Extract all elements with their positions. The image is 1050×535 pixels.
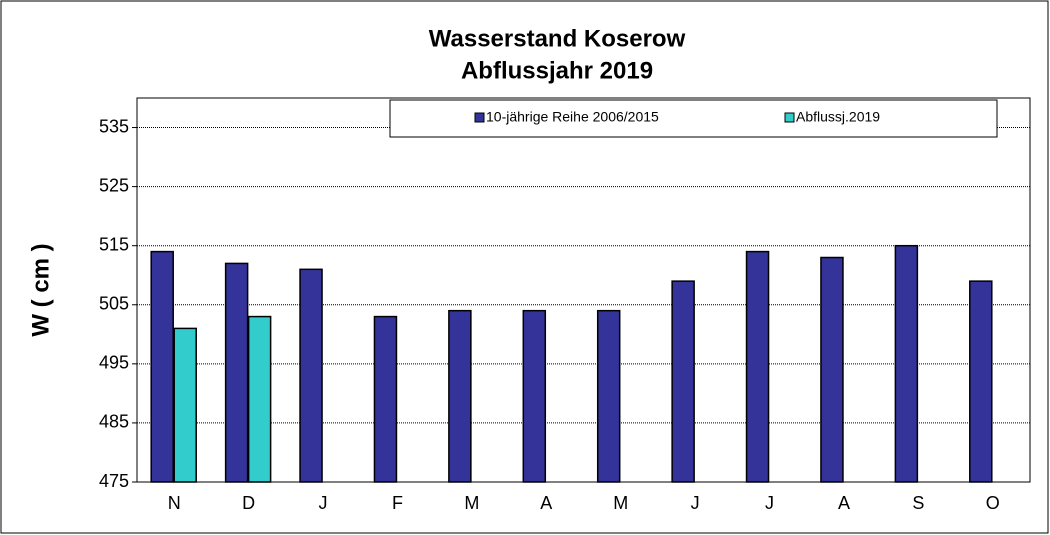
chart-subtitle: Abflussjahr 2019 — [461, 57, 653, 84]
x-tick-label: J — [765, 493, 774, 513]
y-tick-label: 505 — [99, 294, 129, 314]
x-tick-label: N — [168, 493, 181, 513]
plot-frame — [136, 97, 1031, 483]
x-tick-label: J — [319, 493, 328, 513]
y-tick-label: 515 — [99, 234, 129, 254]
y-tick-label: 525 — [99, 175, 129, 195]
bar — [224, 262, 249, 483]
bar — [448, 309, 472, 483]
bar — [820, 256, 844, 483]
bar — [894, 244, 919, 483]
legend-label: Abflussj.2019 — [796, 109, 880, 125]
x-tick-label: S — [912, 493, 924, 513]
bar — [173, 327, 197, 483]
y-tick-label: 495 — [99, 353, 129, 373]
bar — [522, 309, 547, 483]
x-tick-label: O — [986, 493, 1000, 513]
bar — [373, 315, 398, 483]
x-tick-label: F — [392, 493, 403, 513]
bar — [247, 315, 272, 483]
x-tick-label: D — [242, 493, 255, 513]
y-tick-label: 535 — [99, 116, 129, 136]
bar — [745, 250, 770, 483]
y-tick-label: 485 — [99, 412, 129, 432]
legend-box — [389, 99, 998, 138]
legend-swatch — [474, 112, 485, 123]
x-tick-label: J — [691, 493, 700, 513]
x-tick-label: A — [838, 493, 850, 513]
bar — [150, 250, 174, 483]
bar — [596, 309, 621, 483]
x-tick-label: M — [613, 493, 628, 513]
legend-label: 10-jährige Reihe 2006/2015 — [486, 109, 659, 125]
legend-swatch — [784, 112, 795, 123]
bar — [671, 280, 695, 483]
x-tick-label: A — [540, 493, 552, 513]
y-axis-label: W ( cm ) — [27, 243, 54, 336]
bar — [299, 268, 323, 483]
x-tick-label: M — [464, 493, 479, 513]
y-tick-label: 475 — [99, 471, 129, 491]
chart-title: Wasserstand Koserow — [429, 25, 686, 52]
bar — [969, 280, 993, 483]
